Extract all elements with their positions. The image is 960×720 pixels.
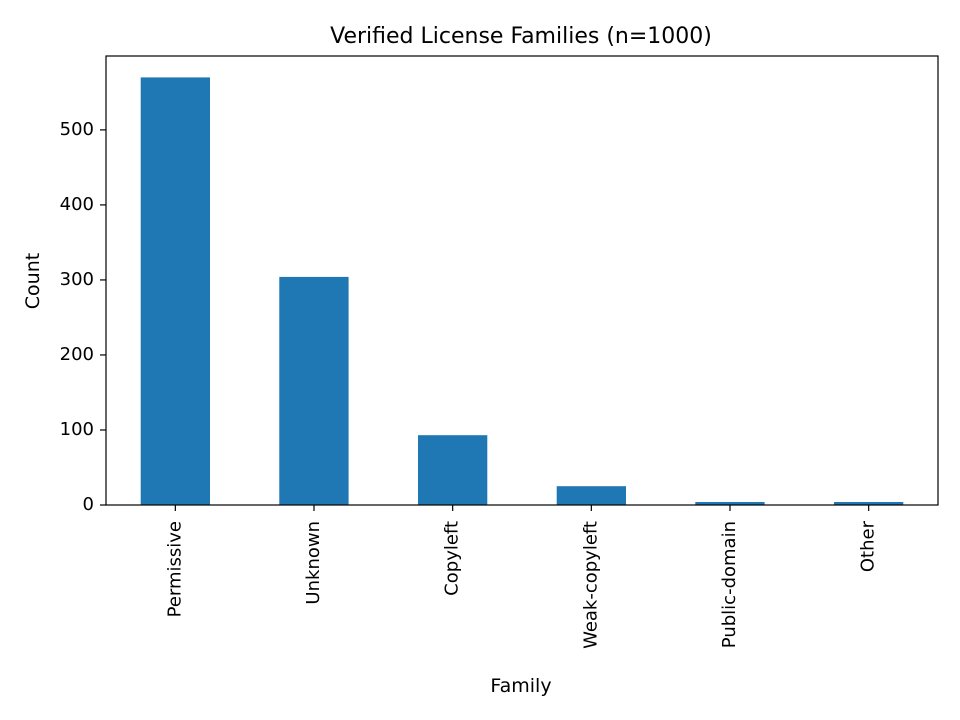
plot-frame — [105, 55, 939, 506]
y-axis-label: Count — [22, 253, 44, 309]
x-axis: Permissive Unknown Copyleft Weak-copyleft Pu… — [164, 505, 879, 649]
x-tick-label: Unknown — [303, 521, 324, 605]
y-tick-label: 200 — [60, 344, 94, 365]
x-axis-label: Family — [490, 675, 551, 697]
y-tick-label: 400 — [60, 194, 94, 215]
bar-public-domain — [695, 502, 765, 505]
y-tick-label: 300 — [60, 269, 94, 290]
y-tick-label: 100 — [60, 419, 94, 440]
bar-weak-copyleft — [556, 486, 626, 505]
chart-title: Verified License Families (n=1000) — [330, 24, 712, 49]
x-tick-label: Permissive — [164, 521, 185, 617]
bar-other — [834, 502, 904, 505]
x-tick-label: Weak-copyleft — [580, 521, 601, 649]
y-tick-label: 500 — [60, 119, 94, 140]
bars-layer — [140, 77, 904, 506]
x-tick-label: Public-domain — [719, 521, 740, 648]
bar-permissive — [140, 77, 210, 506]
x-tick-label: Other — [858, 520, 879, 572]
y-axis: 0 100 200 300 400 500 — [60, 119, 106, 515]
bar-copyleft — [418, 435, 488, 505]
bar-unknown — [279, 276, 349, 505]
y-tick-label: 0 — [83, 494, 94, 515]
x-tick-label: Copyleft — [442, 521, 463, 596]
